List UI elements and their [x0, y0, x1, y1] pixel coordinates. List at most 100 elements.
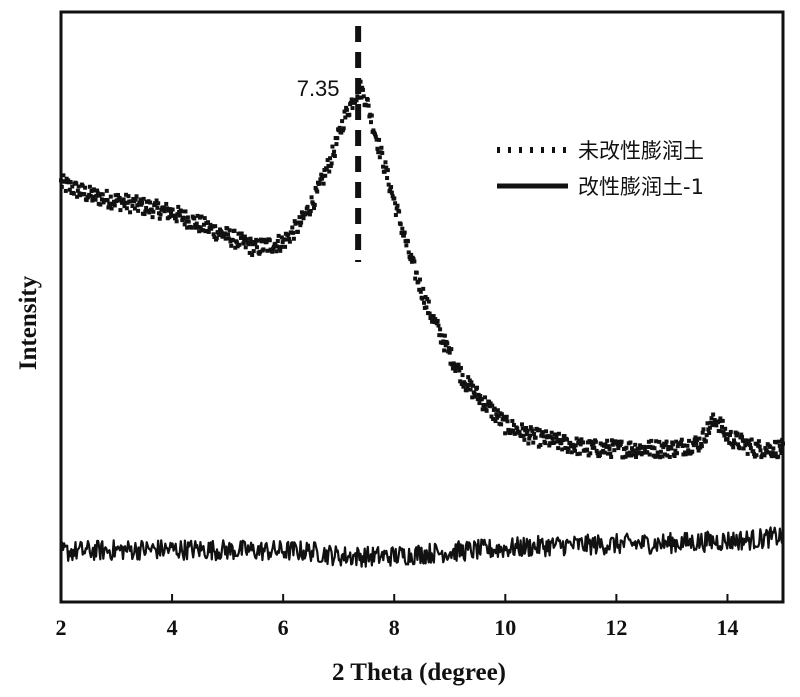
series-1-point — [400, 226, 405, 231]
series-1-point — [395, 203, 400, 208]
series-1-point — [417, 287, 422, 292]
series-1-point — [455, 365, 460, 370]
series-1-point — [312, 202, 317, 207]
series-1-point — [121, 197, 126, 202]
series-1-point — [197, 229, 202, 234]
series-1-point — [662, 452, 667, 457]
series-1-point — [348, 100, 353, 105]
series-1-point — [525, 428, 530, 433]
series-1-point — [779, 451, 784, 456]
series-1-point — [406, 250, 411, 255]
series-1-point — [588, 451, 593, 456]
series-1-point — [63, 179, 68, 184]
series-1-point — [98, 202, 103, 207]
series-1-point — [366, 103, 371, 108]
series-1-point — [745, 451, 750, 456]
series-1-point — [91, 194, 96, 199]
series-1-point — [360, 85, 365, 90]
series-1-point — [354, 98, 359, 103]
series-1-point — [300, 214, 305, 219]
series-1-point — [374, 137, 379, 142]
series-1-point — [628, 440, 633, 445]
series-1-point — [327, 169, 332, 174]
series-1-point — [349, 97, 354, 102]
series-1-point — [452, 362, 457, 367]
series-1-point — [658, 455, 663, 460]
series-1-point — [162, 209, 167, 214]
series-1-point — [144, 205, 149, 210]
series-1-point — [757, 444, 762, 449]
series-1-point — [192, 216, 197, 221]
series-1-point — [674, 451, 679, 456]
series-1-point — [692, 437, 697, 442]
series-1-point — [168, 207, 173, 212]
series-1-point — [356, 95, 361, 100]
series-1-point — [589, 439, 594, 444]
series-1-point — [718, 416, 723, 421]
series-1-point — [712, 417, 717, 422]
series-1-point — [679, 437, 684, 442]
series-1-point — [544, 429, 549, 434]
series-1-point — [705, 421, 710, 426]
series-1-point — [593, 439, 598, 444]
series-1-point — [519, 422, 524, 427]
series-1-point — [780, 437, 785, 442]
series-1-point — [769, 454, 774, 459]
series-1-point — [140, 200, 145, 205]
series-1-point — [301, 216, 306, 221]
series-1-point — [214, 236, 219, 241]
series-1-point — [258, 249, 263, 254]
series-1-point — [409, 259, 414, 264]
series-1-point — [511, 422, 516, 427]
series-1-point — [388, 187, 393, 192]
series-1-point — [347, 112, 352, 117]
series-1-point — [748, 446, 753, 451]
series-1-point — [708, 420, 713, 425]
series-1-point — [719, 424, 724, 429]
series-1-point — [234, 240, 239, 245]
series-1-point — [477, 401, 482, 406]
series-1-point — [606, 444, 611, 449]
series-1-point — [550, 436, 555, 441]
series-1-point — [287, 236, 292, 241]
series-1-point — [473, 394, 478, 399]
series-1-point — [636, 450, 641, 455]
series-1-point — [763, 446, 768, 451]
series-1-point — [485, 402, 490, 407]
series-1-point — [735, 431, 740, 436]
series-1-point — [329, 161, 334, 166]
series-1-point — [83, 185, 88, 190]
series-1-point — [136, 208, 141, 213]
series-1-point — [240, 235, 245, 240]
series-1-point — [581, 440, 586, 445]
series-1-point — [365, 97, 370, 102]
series-1-point — [461, 384, 466, 389]
series-1-point — [80, 183, 85, 188]
series-1-point — [737, 446, 742, 451]
series-1-point — [566, 446, 571, 451]
x-tick-label: 10 — [494, 615, 516, 640]
series-1-point — [577, 438, 582, 443]
series-1-point — [179, 209, 184, 214]
series-1-point — [513, 431, 518, 436]
series-1-point — [250, 242, 255, 247]
series-1-point — [484, 408, 489, 413]
series-1-point — [703, 439, 708, 444]
series-1-point — [209, 226, 214, 231]
series-1-point — [431, 314, 436, 319]
series-1-point — [736, 442, 741, 447]
series-1-point — [336, 128, 341, 133]
x-tick-label: 14 — [716, 615, 738, 640]
series-1-point — [150, 215, 155, 220]
series-1-point — [673, 448, 678, 453]
series-1-point — [717, 419, 722, 424]
series-1-point — [511, 428, 516, 433]
series-1-point — [691, 440, 696, 445]
series-1-point — [113, 193, 118, 198]
series-1-point — [770, 450, 775, 455]
series-1-point — [417, 277, 422, 282]
series-1-point — [177, 213, 182, 218]
series-1-point — [594, 448, 599, 453]
series-1-point — [704, 433, 709, 438]
series-1-point — [213, 224, 218, 229]
